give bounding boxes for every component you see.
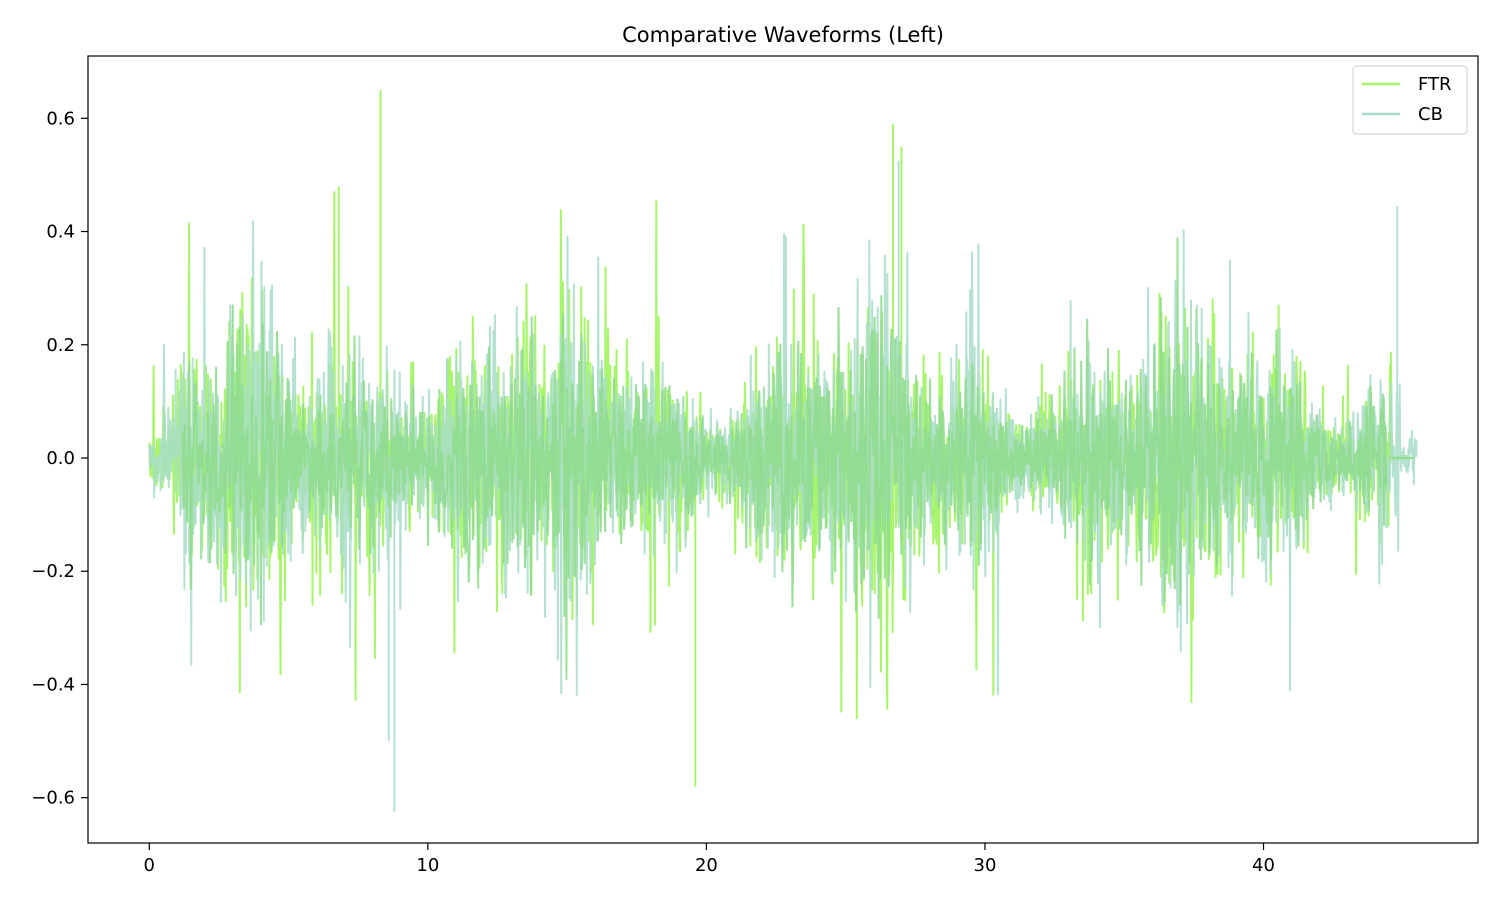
x-tick-label: 0 bbox=[144, 855, 155, 876]
x-tick-label: 20 bbox=[695, 855, 718, 876]
series-overlap-core bbox=[181, 237, 1388, 680]
y-tick-label: −0.2 bbox=[31, 561, 75, 582]
legend-label-cb: CB bbox=[1418, 104, 1443, 125]
legend: FTR CB bbox=[1352, 65, 1468, 135]
y-tick-label: −0.6 bbox=[31, 788, 75, 809]
x-tick-label: 40 bbox=[1252, 855, 1275, 876]
y-tick-label: 0.0 bbox=[46, 448, 75, 469]
axes-frame bbox=[87, 55, 1479, 844]
legend-label-ftr: FTR bbox=[1418, 74, 1452, 95]
y-axis: −0.6 −0.4 −0.2 0.0 0.2 0.4 0.6 bbox=[31, 108, 88, 809]
series-layer bbox=[148, 90, 1418, 812]
x-axis: 0 10 20 30 40 bbox=[144, 843, 1275, 876]
x-tick-label: 10 bbox=[416, 855, 439, 876]
y-tick-label: 0.6 bbox=[46, 108, 75, 129]
x-tick-label: 30 bbox=[974, 855, 997, 876]
chart-title: Comparative Waveforms (Left) bbox=[622, 23, 944, 47]
y-tick-label: −0.4 bbox=[31, 674, 75, 695]
y-tick-label: 0.2 bbox=[46, 335, 75, 356]
plot-area bbox=[87, 55, 1479, 844]
y-tick-label: 0.4 bbox=[46, 222, 75, 243]
